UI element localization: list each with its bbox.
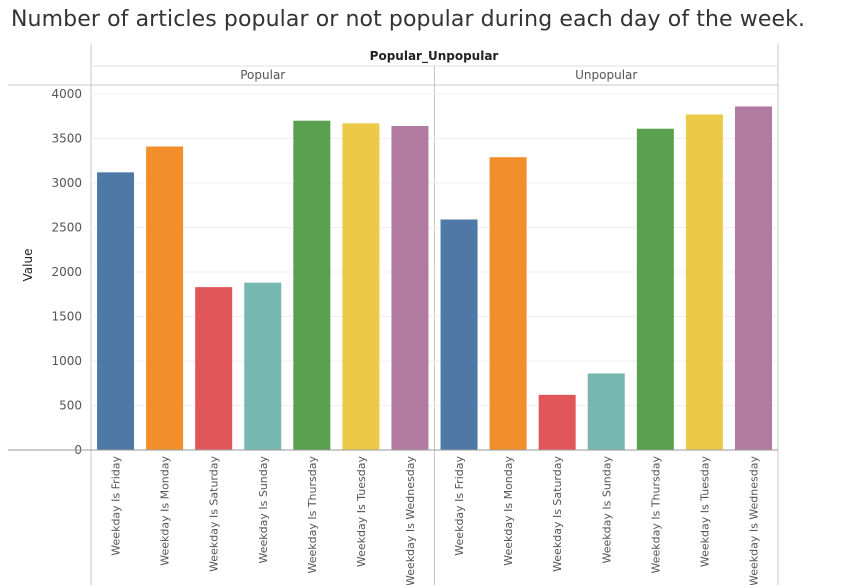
chart-frame: [8, 44, 779, 585]
y-axis-label: Value: [21, 249, 35, 282]
bar-unpopular-6[interactable]: [734, 106, 772, 451]
y-tick-label: 1000: [51, 354, 82, 368]
y-tick-label: 4000: [51, 87, 82, 101]
y-tick-label: 3500: [51, 132, 82, 146]
bar-unpopular-3[interactable]: [587, 373, 625, 450]
bar-unpopular-0[interactable]: [440, 219, 478, 450]
x-tick-label: Weekday Is Wednesday: [747, 456, 760, 585]
y-tick-label: 1500: [51, 310, 82, 324]
bar-popular-6[interactable]: [391, 126, 429, 450]
x-tick-label: Weekday Is Friday: [453, 456, 466, 556]
x-tick-label: Weekday Is Monday: [502, 456, 515, 566]
x-tick-label: Weekday Is Saturday: [208, 456, 221, 572]
x-tick-label: Weekday Is Tuesday: [698, 456, 711, 568]
y-tick-label: 2500: [51, 221, 82, 235]
axes: 05001000150020002500300035004000PopularW…: [8, 68, 778, 585]
panel-label-unpopular: Unpopular: [575, 68, 637, 82]
x-tick-label: Weekday Is Tuesday: [355, 456, 368, 568]
page-title: Number of articles popular or not popula…: [11, 7, 806, 32]
x-tick-label: Weekday Is Wednesday: [404, 456, 417, 585]
panel-label-popular: Popular: [240, 68, 285, 82]
x-tick-label: Weekday Is Sunday: [257, 456, 270, 564]
x-tick-label: Weekday Is Friday: [110, 456, 123, 556]
y-tick-label: 2000: [51, 265, 82, 279]
y-tick-label: 3000: [51, 176, 82, 190]
bar-popular-2[interactable]: [195, 287, 233, 450]
x-tick-label: Weekday Is Thursday: [649, 456, 662, 574]
x-tick-label: Weekday Is Monday: [159, 456, 172, 566]
bar-unpopular-4[interactable]: [636, 128, 674, 450]
x-tick-label: Weekday Is Thursday: [306, 456, 319, 574]
bar-popular-4[interactable]: [293, 120, 331, 450]
bar-popular-0[interactable]: [97, 172, 135, 450]
bar-popular-5[interactable]: [342, 123, 380, 451]
x-tick-label: Weekday Is Sunday: [600, 456, 613, 564]
y-tick-label: 500: [59, 399, 82, 413]
bar-popular-3[interactable]: [244, 282, 282, 450]
bar-unpopular-2[interactable]: [538, 394, 576, 450]
column-header: Popular_Unpopular: [370, 49, 499, 64]
bars: [97, 106, 772, 451]
bar-popular-1[interactable]: [146, 146, 184, 450]
bar-unpopular-1[interactable]: [489, 157, 527, 450]
x-tick-label: Weekday Is Saturday: [551, 456, 564, 572]
bar-unpopular-5[interactable]: [685, 114, 723, 450]
